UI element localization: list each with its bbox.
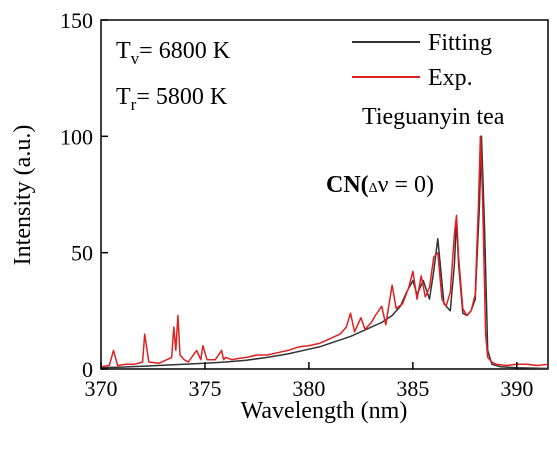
- legend-label-exp: Exp.: [428, 65, 473, 91]
- tr-annotation: Tr= 5800 K: [116, 84, 228, 114]
- y-tick-label: 150: [60, 8, 93, 33]
- tr-subscript: r: [131, 95, 137, 114]
- y-tick-label: 50: [71, 241, 93, 266]
- x-tick-label: 375: [188, 376, 221, 401]
- y-tick-label: 0: [82, 357, 93, 382]
- tv-annotation: Tv= 6800 K: [116, 38, 231, 68]
- x-axis-title: Wavelength (nm): [241, 398, 408, 424]
- x-tick-label: 380: [292, 376, 325, 401]
- tick-layer: 370 375 380 385 390 0 50 100 150: [60, 8, 533, 401]
- series-line-exp: [100, 135, 549, 368]
- x-tick-label: 370: [85, 376, 118, 401]
- legend-label-fitting: Fitting: [428, 30, 492, 56]
- y-axis-title: Intensity (a.u.): [10, 125, 36, 266]
- legend: Fitting Exp.: [352, 30, 492, 91]
- x-tick-label: 385: [396, 376, 429, 401]
- series-layer: [100, 135, 549, 370]
- cn-annotation: CN(Δν = 0): [326, 172, 434, 198]
- tv-symbol: T: [116, 38, 131, 64]
- cn-delta: Δ: [369, 181, 378, 196]
- x-tick-label: 390: [500, 376, 533, 401]
- plot-frame: [100, 19, 549, 370]
- sample-annotation: Tieguanyin tea: [362, 104, 505, 130]
- cn-rest: ν = 0): [378, 172, 434, 198]
- tv-subscript: v: [131, 49, 140, 68]
- tr-symbol: T: [116, 84, 131, 110]
- y-tick-label: 100: [60, 124, 93, 149]
- cn-label: CN(: [326, 172, 369, 198]
- tv-value: = 6800 K: [139, 38, 231, 64]
- tr-value: = 5800 K: [136, 84, 228, 110]
